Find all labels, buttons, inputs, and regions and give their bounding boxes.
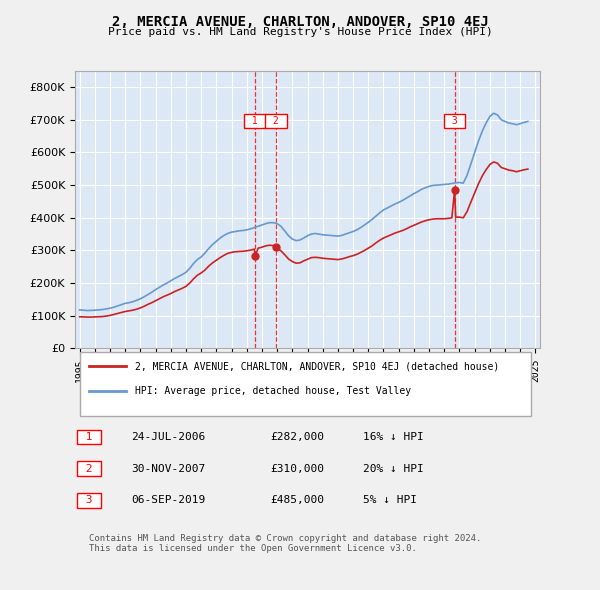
Text: 2: 2 xyxy=(267,116,285,126)
Text: £282,000: £282,000 xyxy=(270,432,324,442)
FancyBboxPatch shape xyxy=(80,352,531,415)
Text: 2, MERCIA AVENUE, CHARLTON, ANDOVER, SP10 4EJ: 2, MERCIA AVENUE, CHARLTON, ANDOVER, SP1… xyxy=(112,15,488,29)
Text: 3: 3 xyxy=(446,116,463,126)
Text: 3: 3 xyxy=(79,496,99,506)
Text: HPI: Average price, detached house, Test Valley: HPI: Average price, detached house, Test… xyxy=(136,386,412,396)
Text: Contains HM Land Registry data © Crown copyright and database right 2024.
This d: Contains HM Land Registry data © Crown c… xyxy=(89,534,481,553)
Text: 5% ↓ HPI: 5% ↓ HPI xyxy=(364,496,418,506)
Text: 1: 1 xyxy=(247,116,264,126)
Text: 16% ↓ HPI: 16% ↓ HPI xyxy=(364,432,424,442)
Text: 06-SEP-2019: 06-SEP-2019 xyxy=(131,496,205,506)
Text: 24-JUL-2006: 24-JUL-2006 xyxy=(131,432,205,442)
Text: £310,000: £310,000 xyxy=(270,464,324,474)
Text: Price paid vs. HM Land Registry's House Price Index (HPI): Price paid vs. HM Land Registry's House … xyxy=(107,27,493,37)
Text: 30-NOV-2007: 30-NOV-2007 xyxy=(131,464,205,474)
Text: £485,000: £485,000 xyxy=(270,496,324,506)
Text: 1: 1 xyxy=(79,432,99,442)
Text: 2: 2 xyxy=(79,464,99,474)
Text: 20% ↓ HPI: 20% ↓ HPI xyxy=(364,464,424,474)
Text: 2, MERCIA AVENUE, CHARLTON, ANDOVER, SP10 4EJ (detached house): 2, MERCIA AVENUE, CHARLTON, ANDOVER, SP1… xyxy=(136,361,500,371)
